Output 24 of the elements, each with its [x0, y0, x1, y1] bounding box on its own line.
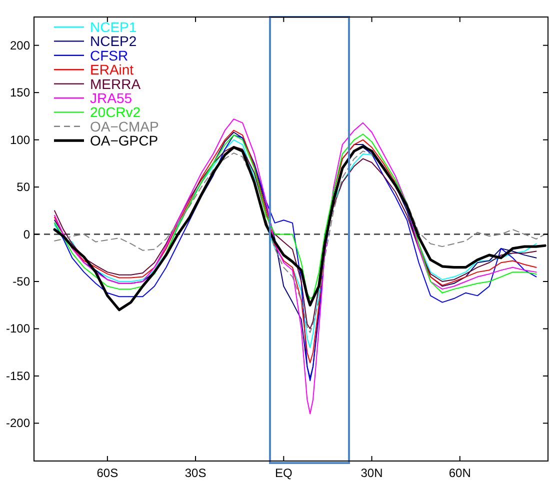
y-tick-label: -50: [12, 274, 30, 289]
x-tick-label: 60S: [96, 466, 118, 480]
x-tick-label: EQ: [274, 466, 292, 480]
y-tick-label: -100: [6, 322, 30, 336]
legend-label: NCEP1: [90, 19, 137, 35]
y-tick-label: 100: [10, 132, 30, 147]
x-tick-label: 30N: [360, 466, 383, 480]
legend-label: OA−CMAP: [90, 118, 159, 134]
legend-label: MERRA: [90, 76, 142, 92]
legend-label: CFSR: [90, 47, 128, 64]
legend-label: ERAint: [90, 62, 134, 78]
x-tick-label: 30S: [184, 466, 206, 480]
legend-label: JRA55: [90, 90, 132, 106]
line-series: [54, 118, 537, 414]
legend-label: 20CRv2: [90, 104, 141, 120]
y-tick-label: 0: [23, 227, 30, 242]
legend-label: OA−GPCP: [90, 132, 158, 149]
legend-label: NCEP2: [90, 33, 137, 50]
y-tick-label: 50: [16, 180, 30, 194]
y-tick-label: 150: [10, 86, 30, 100]
x-tick-label: 60N: [448, 466, 471, 480]
y-tick-label: 200: [10, 38, 30, 52]
y-tick-label: -150: [6, 368, 30, 383]
y-tick-label: -200: [6, 416, 30, 430]
